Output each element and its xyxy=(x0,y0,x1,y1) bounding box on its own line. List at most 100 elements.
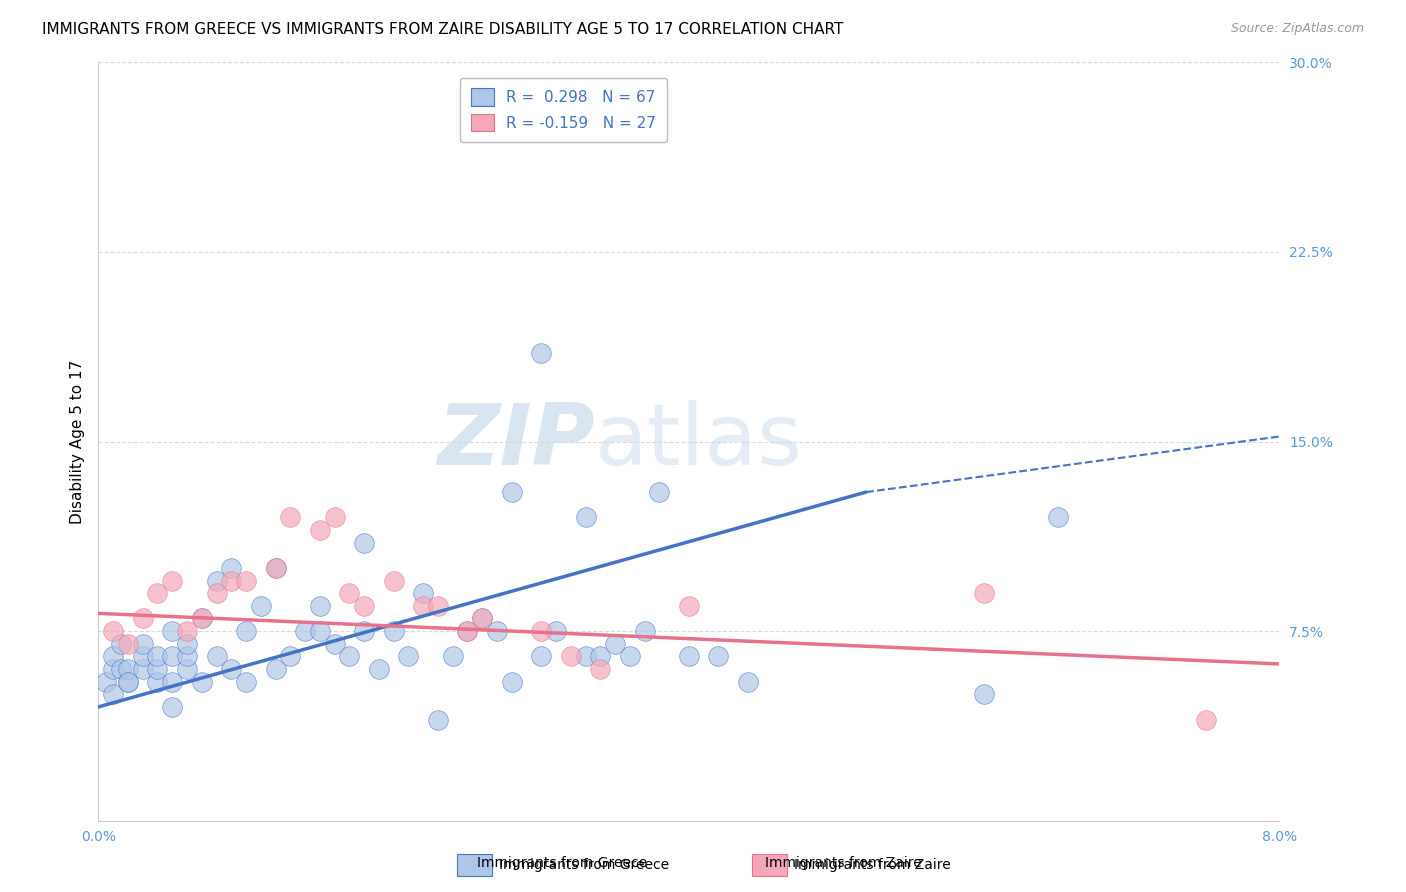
Y-axis label: Disability Age 5 to 17: Disability Age 5 to 17 xyxy=(69,359,84,524)
Point xyxy=(146,586,169,600)
Point xyxy=(191,611,214,625)
Point xyxy=(457,624,479,639)
Point xyxy=(973,586,995,600)
Point xyxy=(235,624,257,639)
Point xyxy=(589,649,612,664)
Point xyxy=(146,649,169,664)
Point xyxy=(103,687,125,701)
Point xyxy=(221,561,243,575)
Point xyxy=(103,649,125,664)
Text: Source: ZipAtlas.com: Source: ZipAtlas.com xyxy=(1230,22,1364,36)
Point xyxy=(162,674,183,689)
Point xyxy=(339,586,361,600)
Text: Immigrants from Zaire: Immigrants from Zaire xyxy=(765,855,922,870)
Point xyxy=(132,611,155,625)
Point xyxy=(501,485,523,500)
Point xyxy=(191,611,214,625)
Point xyxy=(235,674,257,689)
Point xyxy=(353,624,375,639)
Point xyxy=(486,624,509,639)
Point xyxy=(546,624,568,639)
Point xyxy=(110,637,132,651)
Point xyxy=(382,624,405,639)
Text: Immigrants from Greece: Immigrants from Greece xyxy=(478,855,647,870)
Point xyxy=(678,599,700,613)
Point xyxy=(117,637,139,651)
Text: Immigrants from Greece: Immigrants from Greece xyxy=(499,858,669,872)
Point xyxy=(973,687,995,701)
Point xyxy=(427,599,450,613)
Point xyxy=(382,574,405,588)
Point xyxy=(501,674,523,689)
Legend: R =  0.298   N = 67, R = -0.159   N = 27: R = 0.298 N = 67, R = -0.159 N = 27 xyxy=(460,78,666,142)
Point xyxy=(353,599,375,613)
Point xyxy=(176,624,198,639)
Point xyxy=(250,599,273,613)
Point xyxy=(427,713,450,727)
Point xyxy=(146,674,169,689)
Point xyxy=(560,649,582,664)
Point xyxy=(619,649,641,664)
Point xyxy=(323,510,346,524)
FancyBboxPatch shape xyxy=(457,854,492,876)
Point xyxy=(605,637,627,651)
Point xyxy=(575,510,598,524)
Point xyxy=(191,674,214,689)
Point xyxy=(412,599,434,613)
Point xyxy=(162,699,183,714)
Point xyxy=(323,637,346,651)
Point xyxy=(132,637,155,651)
Text: atlas: atlas xyxy=(595,400,803,483)
Text: IMMIGRANTS FROM GREECE VS IMMIGRANTS FROM ZAIRE DISABILITY AGE 5 TO 17 CORRELATI: IMMIGRANTS FROM GREECE VS IMMIGRANTS FRO… xyxy=(42,22,844,37)
Point xyxy=(353,535,375,549)
Point xyxy=(205,649,228,664)
Point xyxy=(737,674,759,689)
Point xyxy=(264,561,287,575)
Point xyxy=(530,649,553,664)
Point xyxy=(162,649,183,664)
Point xyxy=(471,611,494,625)
Text: Immigrants from Zaire: Immigrants from Zaire xyxy=(794,858,950,872)
Point xyxy=(205,574,228,588)
Point xyxy=(176,637,198,651)
Point xyxy=(146,662,169,676)
Point xyxy=(280,649,302,664)
Point xyxy=(162,624,183,639)
Point xyxy=(368,662,391,676)
Point xyxy=(264,662,287,676)
Point xyxy=(176,649,198,664)
Point xyxy=(294,624,316,639)
Point xyxy=(309,523,332,537)
Point xyxy=(235,574,257,588)
Point xyxy=(110,662,132,676)
Point xyxy=(530,624,553,639)
Point xyxy=(132,649,155,664)
Point xyxy=(648,485,671,500)
Point xyxy=(205,586,228,600)
Point xyxy=(132,662,155,676)
FancyBboxPatch shape xyxy=(752,854,787,876)
Point xyxy=(471,611,494,625)
Point xyxy=(117,674,139,689)
Point xyxy=(707,649,730,664)
Point xyxy=(117,662,139,676)
Point xyxy=(221,574,243,588)
Point xyxy=(103,662,125,676)
Point xyxy=(678,649,700,664)
Point xyxy=(117,674,139,689)
Point xyxy=(309,624,332,639)
Point xyxy=(412,586,434,600)
Point xyxy=(634,624,657,639)
Point xyxy=(1046,510,1070,524)
Point xyxy=(162,574,183,588)
Point xyxy=(589,662,612,676)
Point xyxy=(398,649,420,664)
Point xyxy=(103,624,125,639)
Point xyxy=(94,674,117,689)
Text: ZIP: ZIP xyxy=(437,400,595,483)
Point xyxy=(339,649,361,664)
Point xyxy=(264,561,287,575)
Point xyxy=(457,624,479,639)
Point xyxy=(575,649,598,664)
Point xyxy=(441,649,464,664)
